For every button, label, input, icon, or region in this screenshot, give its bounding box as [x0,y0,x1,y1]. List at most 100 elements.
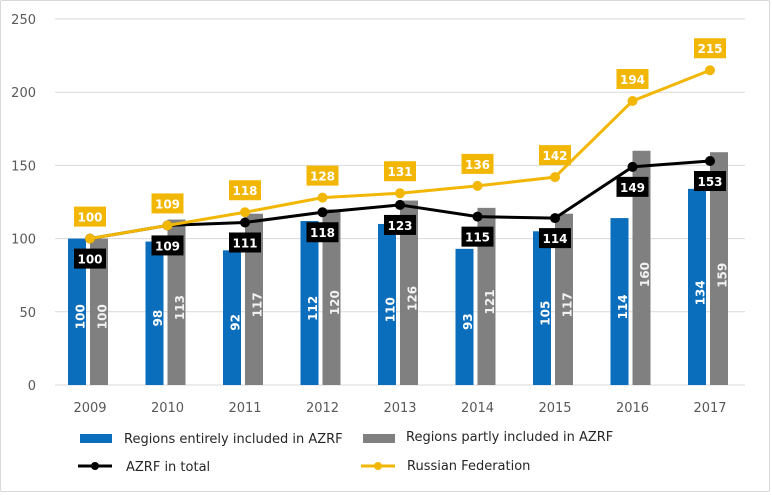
rf-value-label: 215 [697,42,722,56]
azrf-value-label: 109 [155,239,180,253]
x-tick-label: 2011 [228,401,261,416]
marker-azrf-total [240,217,250,228]
bar-value-label: 134 [694,280,708,305]
marker-azrf-total [705,156,715,167]
bar-value-label: 100 [74,304,88,329]
marker-russian-federation [395,188,405,199]
rf-value-label: 131 [387,165,412,179]
marker-azrf-total [550,213,560,224]
rf-label-box [384,161,416,182]
bar-value-label: 159 [716,263,730,288]
x-tick-label: 2015 [538,401,571,416]
marker-azrf-total [627,161,638,172]
legend-label: AZRF in total [126,460,210,475]
bar-value-label: 98 [151,310,165,327]
rf-label-box [694,38,726,59]
bar-value-label: 117 [251,292,265,317]
azrf-label-box [306,222,339,243]
bar-entirely [145,241,164,385]
azrf-value-label: 100 [77,253,102,267]
x-axis-ticks: 2009 2010 2011 2012 2013 2014 2015 2016 2017 [73,401,726,416]
marker-russian-federation [240,207,250,218]
bar-partly [477,207,496,385]
azrf-label-box [229,232,261,253]
rf-label-box [616,68,649,89]
legend-marker-black [91,462,99,470]
line-labels: 100 109 111 118 123 115 114 149 153 100 109 118 128 1… [74,38,726,269]
azrf-label-box [461,226,494,247]
azrf-value-label: 111 [232,236,257,250]
rf-label-box [229,180,261,201]
marker-azrf-total [317,207,328,218]
bar-partly [632,150,651,385]
bar-value-label: 92 [229,314,243,331]
y-axis-ticks: 0 50 100 150 200 250 [11,13,36,394]
bar-partly [167,219,186,385]
marker-russian-federation [162,220,173,231]
rf-label-box [539,145,571,166]
bar-value-label: 105 [539,301,553,326]
azrf-label-box [539,228,571,249]
marker-russian-federation [317,192,328,203]
bar-labels: 100 98 92 112 110 93 105 114 134 100 113 117 120 126 1… [74,262,730,331]
lines [85,65,715,244]
azrf-value-label: 115 [465,231,490,245]
bar-value-label: 93 [461,313,475,330]
bar-entirely [300,221,319,385]
bar-value-label: 120 [328,290,342,315]
azrf-value-label: 123 [387,219,412,233]
y-tick-label: 50 [19,306,36,321]
y-tick-label: 150 [11,159,36,174]
azrf-label-box [616,176,649,197]
bar-value-label: 126 [406,286,420,311]
bar-partly [400,200,418,385]
marker-azrf-total [472,211,483,222]
marker-russian-federation [550,172,560,183]
legend-item-azrf-total[interactable]: AZRF in total [78,460,210,475]
bar-partly [90,238,108,385]
marker-azrf-total [395,199,405,210]
bar-value-label: 114 [616,294,630,319]
x-tick-label: 2016 [616,401,649,416]
legend-item-regions-entirely[interactable]: Regions entirely included in AZRF [80,432,343,447]
marker-russian-federation [472,180,483,191]
bar-entirely [533,231,551,385]
rf-value-label: 194 [620,73,645,87]
rf-value-label: 142 [542,149,567,163]
rf-label-box [74,206,106,227]
rf-label-box [306,165,339,186]
bar-entirely [610,218,629,385]
rf-label-box [151,193,184,214]
azrf-label-box [74,248,106,269]
x-tick-label: 2014 [461,401,494,416]
legend-item-regions-partly[interactable]: Regions partly included in AZRF [363,430,613,445]
bar-entirely [68,238,86,385]
bar-partly [245,213,263,385]
legend-label: Russian Federation [407,459,530,474]
x-tick-label: 2013 [383,401,416,416]
rf-value-label: 136 [465,158,490,172]
legend-label: Regions partly included in AZRF [406,430,613,445]
rf-value-label: 128 [310,170,335,184]
rf-value-label: 100 [77,211,102,225]
bar-value-label: 100 [96,304,110,329]
azrf-label-box [384,214,416,235]
bar-value-label: 160 [638,262,652,287]
rf-label-box [461,153,494,174]
bar-partly [322,209,341,385]
legend-item-russian-federation[interactable]: Russian Federation [361,459,530,474]
x-tick-label: 2017 [693,401,726,416]
x-tick-label: 2012 [306,401,339,416]
legend-swatch-gray [363,434,395,443]
y-tick-label: 250 [11,13,36,28]
bar-value-label: 112 [306,296,320,321]
legend-label: Regions entirely included in AZRF [124,432,343,447]
rf-value-label: 118 [232,184,257,198]
azrf-value-label: 149 [620,181,645,195]
azrf-label-box [151,235,184,256]
marker-russian-federation [85,233,95,244]
bar-entirely [455,248,474,385]
azrf-value-label: 118 [310,226,335,240]
